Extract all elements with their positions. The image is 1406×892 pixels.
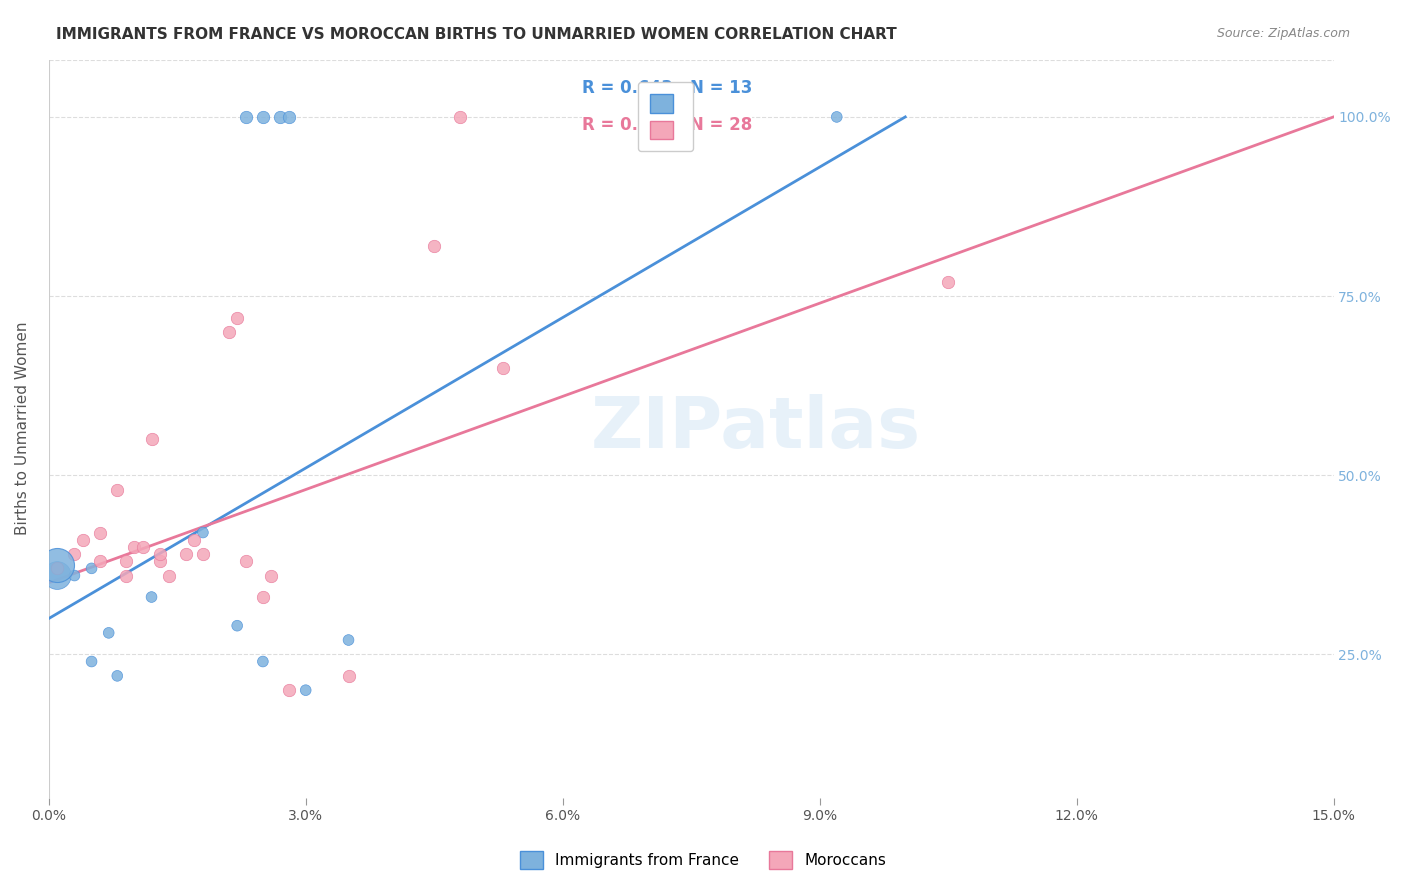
Point (114, 568, 136, 582)
Point (183, 533, 205, 547)
Text: R = 0.643   N = 13: R = 0.643 N = 13 (582, 78, 752, 97)
Point (97, 625, 120, 640)
Point (226, 618, 249, 632)
Point (252, 590, 274, 604)
Point (46, 561, 69, 575)
Point (492, 360, 515, 375)
Point (269, 110, 291, 124)
Point (63, 568, 86, 582)
Point (46, 558, 69, 572)
Point (80, 561, 103, 575)
Point (141, 433, 163, 447)
Point (252, 655, 274, 669)
Point (294, 683, 316, 698)
Point (825, 110, 848, 124)
Point (89, 554, 111, 568)
Point (149, 554, 172, 568)
Point (89, 525, 111, 540)
Point (80, 655, 103, 669)
Point (124, 540, 146, 554)
Point (191, 547, 214, 561)
Text: ZIPatlas: ZIPatlas (591, 394, 921, 463)
Point (260, 568, 283, 582)
Text: R = 0.509   N = 28: R = 0.509 N = 28 (582, 116, 752, 134)
Point (105, 483, 128, 497)
Text: Source: ZipAtlas.com: Source: ZipAtlas.com (1216, 27, 1350, 40)
Point (449, 110, 471, 124)
Point (277, 110, 299, 124)
Point (105, 669, 128, 683)
Legend: Immigrants from France, Moroccans: Immigrants from France, Moroccans (513, 845, 893, 875)
Legend: , : , (638, 82, 693, 152)
Point (63, 547, 86, 561)
Point (114, 554, 136, 568)
Point (235, 110, 257, 124)
Y-axis label: Births to Unmarried Women: Births to Unmarried Women (15, 322, 30, 535)
Point (191, 525, 214, 540)
Point (423, 239, 446, 253)
Point (149, 547, 172, 561)
Point (46, 561, 69, 575)
Point (218, 325, 240, 339)
Point (235, 554, 257, 568)
Point (252, 110, 274, 124)
Point (72, 533, 94, 547)
Point (157, 568, 180, 582)
Point (46, 568, 69, 582)
Point (337, 669, 360, 683)
Point (141, 590, 163, 604)
Point (277, 683, 299, 698)
Text: IMMIGRANTS FROM FRANCE VS MOROCCAN BIRTHS TO UNMARRIED WOMEN CORRELATION CHART: IMMIGRANTS FROM FRANCE VS MOROCCAN BIRTH… (56, 27, 897, 42)
Point (132, 540, 155, 554)
Point (174, 547, 197, 561)
Point (337, 633, 360, 648)
Point (936, 275, 959, 289)
Point (226, 310, 249, 325)
